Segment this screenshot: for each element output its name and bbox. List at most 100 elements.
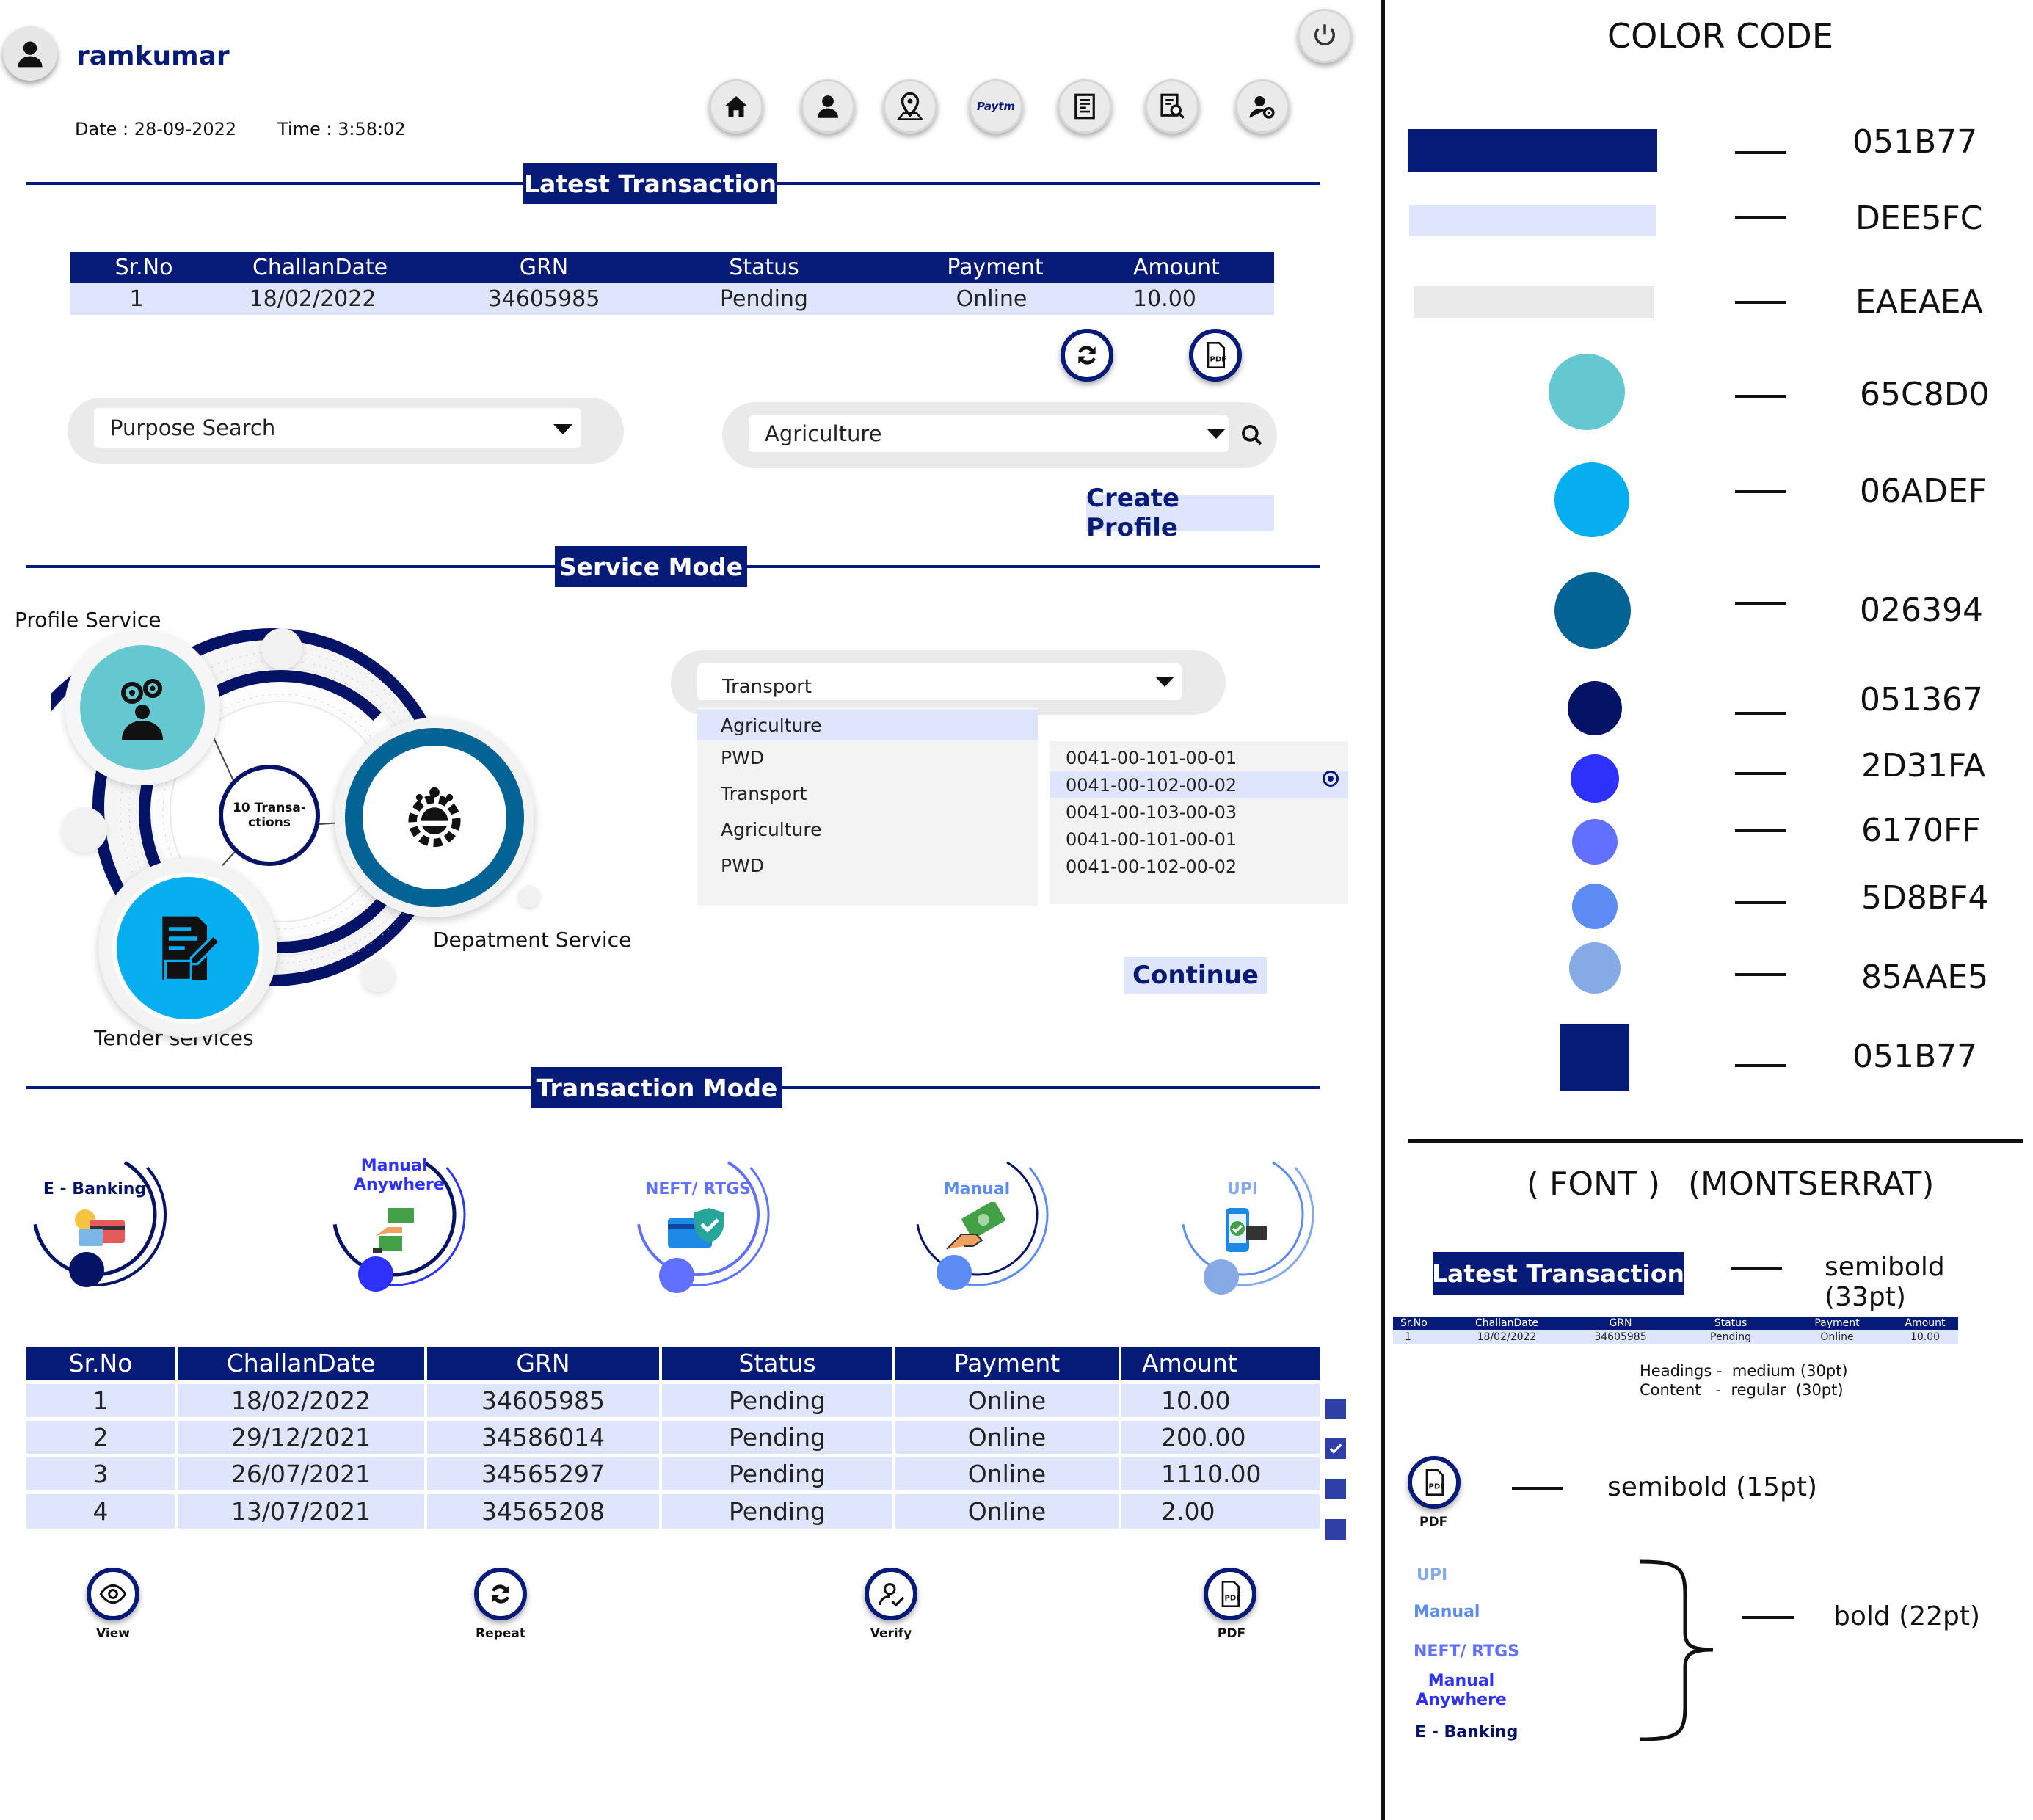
user-settings-button[interactable] [1235, 79, 1290, 134]
continue-button[interactable]: Continue [1124, 957, 1267, 994]
color-hex-label: DEE5FC [1855, 200, 1983, 237]
sample-mode-neft: NEFT/ RTGS [1414, 1642, 1520, 1661]
svg-text:PDF: PDF [1429, 1482, 1445, 1490]
transport-select[interactable]: Transport [697, 663, 1182, 700]
latest-title: Latest Transaction [523, 163, 777, 204]
search-icon[interactable] [1240, 423, 1264, 448]
latest-row[interactable]: 1 18/02/2022 34605985 Pending Online 10.… [70, 283, 1274, 315]
code-option[interactable]: 0041-00-102-00-02 [1066, 856, 1237, 877]
view-button[interactable] [87, 1568, 139, 1620]
home-icon [724, 96, 748, 117]
table-row[interactable]: 2 29/12/2021 34586014 Pending Online 200… [26, 1416, 1320, 1455]
category-select[interactable]: Agriculture [749, 415, 1229, 452]
pdf-weight: semibold (15pt) [1607, 1472, 1818, 1502]
decor-bubble [62, 807, 107, 853]
mode-label: Manual [943, 1180, 1011, 1198]
col-grn: GRN [426, 1347, 662, 1382]
receipt-button[interactable] [1058, 79, 1112, 134]
code-option[interactable]: 0041-00-101-00-01 [1066, 829, 1237, 850]
dash [1735, 395, 1786, 398]
font-label: ( FONT ) [1527, 1165, 1661, 1203]
swatch-6170FF [1572, 819, 1618, 864]
tender-service-node[interactable] [98, 859, 277, 1038]
location-button[interactable] [883, 79, 937, 134]
power-button[interactable] [1298, 9, 1352, 63]
dash [1742, 1616, 1794, 1619]
chevron-down-icon[interactable] [1155, 677, 1174, 687]
row-checkbox[interactable] [1325, 1438, 1346, 1459]
col-challandate: ChallanDate [176, 1347, 427, 1382]
code-option[interactable]: 0041-00-102-00-02 [1050, 771, 1348, 798]
decor-bubble [261, 628, 302, 669]
row-checkbox[interactable] [1325, 1399, 1346, 1419]
search-document-button[interactable] [1145, 79, 1199, 134]
dropdown-option[interactable]: Agriculture [721, 819, 822, 840]
sample-pdf-button[interactable]: PDF [1408, 1456, 1461, 1509]
color-hex-label: 026394 [1860, 592, 1983, 629]
mode-e-banking[interactable]: E - Banking [18, 1138, 172, 1292]
time-text: Time : 3:58:02 [277, 119, 406, 139]
row-checkbox[interactable] [1325, 1519, 1346, 1540]
color-hex-label: 2D31FA [1861, 747, 1986, 785]
verify-button[interactable] [865, 1568, 917, 1620]
user-settings-icon [1249, 96, 1275, 119]
paytm-icon: Paytm [976, 100, 1016, 113]
home-button[interactable] [709, 79, 763, 134]
verify-label: Verify [870, 1626, 912, 1641]
table-row[interactable]: 3 26/07/2021 34565297 Pending Online 111… [26, 1453, 1320, 1492]
dash [1735, 829, 1786, 832]
chevron-down-icon[interactable] [1207, 429, 1226, 439]
col-payment: Payment [894, 1347, 1121, 1382]
pdf-icon: PDF [1221, 1581, 1241, 1607]
paytm-button[interactable]: Paytm [969, 79, 1023, 134]
code-option[interactable]: 0041-00-103-00-03 [1066, 801, 1237, 823]
swatch-EAEAEA [1414, 286, 1654, 318]
repeat-button[interactable] [1061, 329, 1113, 382]
sample-mode-manual-anywhere: Manual Anywhere [1416, 1672, 1507, 1709]
location-icon [896, 92, 924, 120]
create-profile-button[interactable]: Create Profile [1086, 484, 1274, 542]
pdf-button[interactable]: PDF [1189, 329, 1242, 382]
radio-selected-icon[interactable] [1323, 771, 1339, 787]
color-hex-label: 65C8D0 [1860, 376, 1990, 413]
transactions-count-badge[interactable]: 10 Transa- ctions [219, 765, 320, 866]
code-option[interactable]: 0041-00-101-00-01 [1066, 747, 1237, 768]
decor-bubble [518, 885, 540, 907]
font-divider [1408, 1139, 2023, 1143]
repeat-icon [492, 1584, 509, 1604]
dropdown-option[interactable]: Agriculture [697, 710, 1038, 740]
swatch-026394 [1554, 572, 1631, 649]
swatch-051B77 [1408, 129, 1657, 172]
pdf-button[interactable]: PDF [1204, 1568, 1256, 1620]
pdf-label: PDF [1217, 1626, 1246, 1641]
mode-neft-rtgs[interactable]: NEFT/ RTGS [621, 1138, 775, 1293]
table-row[interactable]: 4 13/07/2021 34565208 Pending Online 2.0… [26, 1490, 1320, 1529]
col-amount: Amount [1120, 1347, 1320, 1382]
table-row[interactable]: 1 18/02/2022 34605985 Pending Online 10.… [26, 1380, 1320, 1419]
dropdown-option[interactable]: PWD [721, 747, 765, 768]
dropdown-option[interactable]: PWD [721, 855, 765, 876]
code-list: 0041-00-101-00-01 0041-00-102-00-02 0041… [1050, 741, 1348, 904]
repeat-button[interactable] [474, 1568, 527, 1620]
repeat-icon [1078, 346, 1096, 365]
profile-button[interactable] [801, 79, 855, 134]
swatch-051367 [1568, 681, 1622, 735]
profile-service-node[interactable] [65, 630, 220, 785]
department-service-node[interactable] [335, 718, 534, 917]
avatar[interactable] [3, 26, 57, 81]
chevron-down-icon[interactable] [553, 424, 572, 434]
color-hex-label: 5D8BF4 [1861, 879, 1989, 917]
purpose-search-input[interactable]: Purpose Search [94, 408, 581, 448]
swatch-06ADEF [1554, 462, 1629, 537]
dropdown-option[interactable]: Transport [721, 783, 807, 804]
mode-upi[interactable]: UPI [1165, 1138, 1320, 1295]
mode-manual[interactable]: Manual [900, 1138, 1054, 1292]
mode-manual-anywhere[interactable]: Manual Anywhere [317, 1138, 471, 1292]
row-checkbox[interactable] [1325, 1479, 1346, 1499]
mode-label: NEFT/ RTGS [644, 1180, 752, 1198]
sample-mode-e-banking: E - Banking [1415, 1723, 1519, 1741]
swatch-2D31FA [1571, 754, 1619, 803]
pdf-icon: PDF [1207, 342, 1226, 368]
swatch-5D8BF4 [1572, 884, 1618, 929]
sample-mode-manual: Manual [1414, 1603, 1480, 1621]
